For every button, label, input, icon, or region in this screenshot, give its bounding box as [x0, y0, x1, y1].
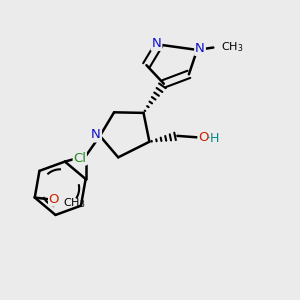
Text: N: N	[195, 42, 205, 55]
Text: CH$_3$: CH$_3$	[221, 40, 243, 53]
Text: ·H: ·H	[206, 132, 220, 145]
Text: O: O	[198, 130, 208, 143]
Text: O: O	[49, 193, 59, 206]
Text: N: N	[152, 37, 161, 50]
Text: CH$_3$: CH$_3$	[63, 196, 86, 210]
Text: Cl: Cl	[73, 152, 86, 165]
Text: N: N	[91, 128, 101, 142]
